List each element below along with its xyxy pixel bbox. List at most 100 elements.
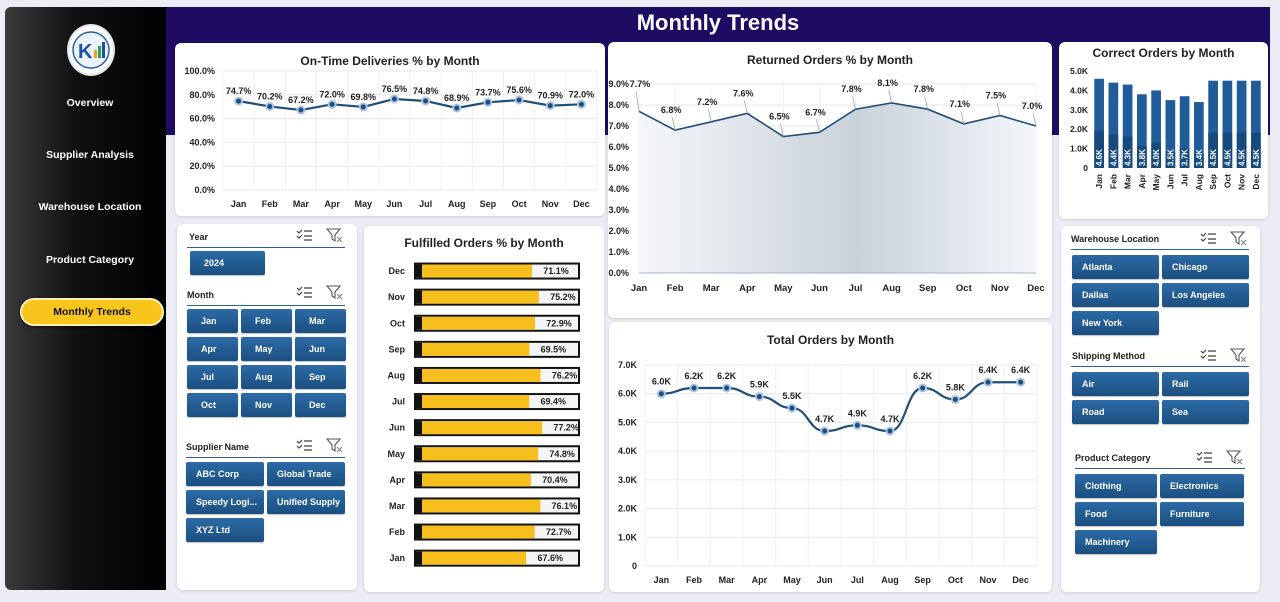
slicer-warehouse-divider (1071, 249, 1249, 250)
category-button-machinery[interactable]: Machinery (1075, 530, 1157, 554)
ontime-x-tick: Jan (231, 199, 247, 209)
total-data-label: 5.9K (750, 380, 770, 390)
clear-filter-icon[interactable] (325, 438, 344, 453)
category-button-food[interactable]: Food (1075, 502, 1157, 526)
total-point (852, 420, 862, 430)
total-point (885, 426, 895, 436)
multi-select-icon[interactable] (1200, 231, 1216, 245)
ontime-data-label: 74.8% (413, 86, 439, 96)
nav-monthly-trends[interactable]: Monthly Trends (20, 298, 164, 326)
returned-data-label: 7.6% (733, 88, 754, 98)
nav-product-category[interactable]: Product Category (45, 254, 135, 266)
category-button-electronics[interactable]: Electronics (1160, 474, 1244, 498)
month-button-nov[interactable]: Nov (241, 393, 292, 417)
total-x-tick: Dec (1012, 575, 1029, 585)
returned-y-tick: 2.0% (608, 226, 629, 236)
fulfilled-bar (416, 447, 539, 461)
ontime-x-tick: Mar (293, 199, 310, 209)
month-button-may[interactable]: May (241, 337, 292, 361)
multi-select-icon[interactable] (1196, 450, 1212, 464)
clear-filter-icon[interactable] (325, 285, 344, 300)
nav-warehouse-location[interactable]: Warehouse Location (38, 201, 142, 213)
month-button-apr[interactable]: Apr (187, 337, 238, 361)
total-x-tick: Jul (851, 575, 864, 585)
total-y-tick: 1.0K (618, 532, 638, 542)
fulfilled-bar (416, 473, 531, 487)
ontime-data-label: 69.8% (350, 92, 376, 102)
nav-overview[interactable]: Overview (66, 97, 114, 109)
month-button-feb[interactable]: Feb (241, 309, 292, 333)
fulfilled-bar-cap (414, 290, 422, 304)
returned-data-label: 6.7% (805, 107, 826, 117)
clear-filter-icon[interactable] (1229, 348, 1248, 363)
supplier-button-global-trade[interactable]: Global Trade (267, 462, 345, 486)
category-button-clothing[interactable]: Clothing (1075, 474, 1157, 498)
shipping-button-sea[interactable]: Sea (1162, 400, 1249, 424)
warehouse-button-dallas[interactable]: Dallas (1072, 283, 1159, 307)
correct-bar-shade (1108, 134, 1119, 168)
year-button-2024[interactable]: 2024 (190, 251, 265, 275)
warehouse-button-new-york[interactable]: New York (1072, 311, 1159, 335)
fulfilled-data-label: 77.2% (553, 423, 579, 433)
month-button-oct[interactable]: Oct (187, 393, 238, 417)
clear-filter-icon[interactable] (1225, 450, 1244, 465)
correct-data-label: 4.4K (1109, 149, 1118, 166)
month-button-jun[interactable]: Jun (295, 337, 346, 361)
month-button-mar[interactable]: Mar (295, 309, 346, 333)
slicer-panel-left: Year 2024 Month Jan Feb Mar Apr May Jun … (177, 224, 357, 590)
month-button-dec[interactable]: Dec (295, 393, 346, 417)
category-button-furniture[interactable]: Furniture (1160, 502, 1244, 526)
returned-y-tick: 1.0% (608, 247, 629, 257)
month-button-aug[interactable]: Aug (241, 365, 292, 389)
supplier-button-xyz-ltd[interactable]: XYZ Ltd (186, 518, 264, 542)
total-data-label: 4.7K (880, 414, 900, 424)
ontime-point (576, 99, 586, 109)
total-chart: 0 1.0K 2.0K 3.0K 4.0K 5.0K 6.0K 7.0K 6.0K Jan 6.2K… (618, 360, 1038, 585)
correct-y-tick: 5.0K (1070, 66, 1089, 76)
fulfilled-bar-cap (414, 368, 422, 382)
total-x-tick: Jan (654, 575, 670, 585)
shipping-button-air[interactable]: Air (1072, 372, 1159, 396)
fulfilled-data-label: 71.1% (543, 266, 569, 276)
clear-filter-icon[interactable] (1229, 231, 1248, 246)
returned-data-label: 7.1% (950, 99, 971, 109)
supplier-button-speedy-logistics[interactable]: Speedy Logi... (186, 490, 264, 514)
month-button-sep[interactable]: Sep (295, 365, 346, 389)
month-button-jul[interactable]: Jul (187, 365, 238, 389)
correct-data-label: 3.8K (1138, 149, 1147, 166)
slicer-month-label: Month (187, 290, 214, 300)
supplier-button-unified-supply[interactable]: Unified Supply (267, 490, 345, 514)
returned-leader-line (780, 123, 784, 137)
correct-x-tick: Apr (1137, 173, 1147, 188)
ontime-data-label: 72.0% (319, 89, 345, 99)
clear-filter-icon[interactable] (325, 228, 344, 243)
warehouse-button-chicago[interactable]: Chicago (1162, 255, 1249, 279)
ontime-x-tick: Aug (448, 199, 466, 209)
ontime-point (296, 105, 306, 115)
correct-y-tick: 4.0K (1070, 85, 1089, 95)
month-button-jan[interactable]: Jan (187, 309, 238, 333)
returned-leader-line (996, 102, 1001, 116)
returned-leader-line (707, 108, 712, 122)
shipping-button-road[interactable]: Road (1072, 400, 1159, 424)
warehouse-button-atlanta[interactable]: Atlanta (1072, 255, 1159, 279)
slicer-shipping-label: Shipping Method (1072, 351, 1145, 361)
returned-x-tick: Dec (1027, 283, 1044, 294)
returned-area-fill (639, 102, 1036, 274)
warehouse-button-los-angeles[interactable]: Los Angeles (1162, 283, 1249, 307)
supplier-button-abc-corp[interactable]: ABC Corp (186, 462, 264, 486)
fulfilled-bar-cap (414, 499, 422, 513)
fulfilled-chart-card: Fulfilled Orders % by Month Dec 71.1% Nov 7… (364, 226, 604, 592)
fulfilled-data-label: 76.1% (552, 501, 578, 511)
ontime-data-label: 68.9% (444, 93, 470, 103)
ontime-y-tick: 20.0% (189, 161, 215, 171)
nav-supplier-analysis[interactable]: Supplier Analysis (46, 149, 134, 161)
multi-select-icon[interactable] (1200, 348, 1216, 362)
shipping-button-rail[interactable]: Rail (1162, 372, 1249, 396)
fulfilled-bar-cap (414, 316, 422, 330)
multi-select-icon[interactable] (296, 228, 312, 242)
correct-bar-shade (1122, 136, 1133, 168)
multi-select-icon[interactable] (296, 438, 312, 452)
multi-select-icon[interactable] (296, 285, 312, 299)
returned-y-tick: 4.0% (608, 184, 629, 194)
